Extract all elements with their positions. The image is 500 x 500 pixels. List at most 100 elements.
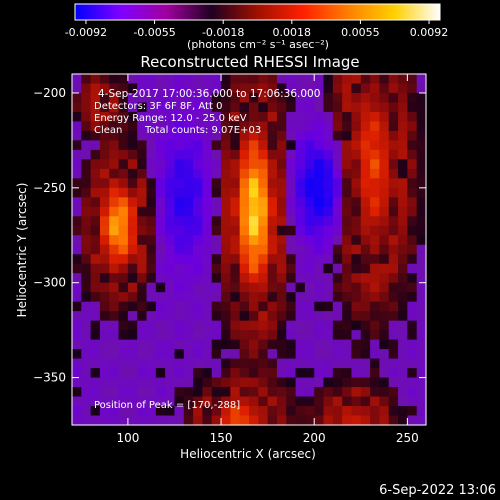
heatmap-cell: [295, 149, 306, 160]
heatmap-cell: [230, 358, 241, 369]
heatmap-cell: [370, 92, 381, 104]
heatmap-cell: [314, 330, 325, 341]
heatmap-cell: [360, 263, 371, 274]
heatmap-cell: [183, 358, 194, 369]
heatmap-cell: [342, 83, 353, 94]
heatmap-cell: [416, 263, 427, 274]
heatmap-cell: [416, 187, 427, 198]
heatmap-cell: [314, 273, 325, 284]
heatmap-cell: [146, 415, 157, 426]
heatmap-cell: [267, 102, 278, 113]
heatmap-cell: [221, 292, 231, 303]
heatmap-cell: [332, 282, 343, 293]
heatmap-cell: [127, 74, 138, 85]
heatmap-cell: [202, 121, 213, 132]
heatmap-cell: [109, 330, 120, 341]
heatmap-cell: [295, 225, 306, 236]
heatmap-cell: [174, 349, 185, 360]
heatmap-cell: [99, 254, 110, 265]
heatmap-cell: [342, 244, 353, 255]
heatmap-cell: [211, 244, 222, 255]
heatmap-cell: [407, 168, 418, 179]
heatmap-cell: [155, 292, 166, 303]
heatmap-cell: [267, 178, 278, 189]
heatmap-cell: [239, 197, 250, 208]
heatmap-cell: [398, 130, 408, 142]
heatmap-cell: [230, 396, 241, 407]
heatmap-cell: [146, 149, 157, 160]
heatmap-cell: [239, 121, 250, 132]
heatmap-cell: [211, 349, 222, 360]
heatmap-cell: [249, 339, 259, 350]
heatmap-cell: [249, 74, 259, 85]
heatmap-cell: [398, 197, 408, 208]
heatmap-cell: [314, 178, 325, 189]
heatmap-cell: [146, 396, 157, 407]
x-tick-label: 250: [396, 431, 419, 445]
heatmap-cell: [249, 311, 259, 322]
heatmap-cell: [267, 244, 278, 255]
heatmap-cell: [295, 349, 306, 360]
heatmap-cell: [286, 311, 297, 322]
heatmap-cell: [99, 216, 110, 227]
heatmap-cell: [193, 83, 204, 94]
heatmap-cell: [202, 311, 213, 322]
heatmap-cell: [90, 235, 101, 246]
heatmap-cell: [314, 368, 325, 379]
heatmap-cell: [155, 235, 166, 246]
heatmap-cell: [360, 187, 371, 198]
heatmap-cell: [304, 92, 315, 104]
x-axis-label: Heliocentric X (arcsec): [180, 447, 316, 461]
heatmap-cell: [72, 282, 82, 293]
heatmap-cell: [407, 225, 418, 236]
heatmap-cell: [118, 273, 129, 284]
heatmap-cell: [304, 406, 315, 417]
heatmap-cell: [118, 102, 129, 113]
heatmap-cell: [332, 187, 343, 198]
heatmap-cell: [155, 320, 166, 331]
heatmap-cell: [155, 130, 166, 142]
heatmap-cell: [323, 74, 334, 85]
heatmap-cell: [118, 206, 129, 217]
heatmap-cell: [351, 339, 362, 350]
heatmap-cell: [221, 159, 231, 170]
heatmap-cell: [304, 216, 315, 227]
heatmap-cell: [398, 92, 408, 104]
heatmap-cell: [379, 282, 390, 293]
heatmap-cell: [137, 349, 148, 360]
heatmap-cell: [165, 74, 176, 85]
heatmap-cell: [407, 130, 418, 142]
heatmap-cell: [332, 74, 343, 85]
heatmap-cell: [165, 92, 176, 104]
heatmap-cell: [342, 349, 353, 360]
heatmap-cell: [249, 387, 259, 398]
heatmap-cell: [388, 368, 399, 379]
heatmap-cell: [370, 206, 381, 217]
chart-title: Reconstructed RHESSI Image: [140, 53, 359, 71]
heatmap-cell: [183, 235, 194, 246]
heatmap-cell: [332, 83, 343, 94]
heatmap-cell: [360, 111, 371, 123]
heatmap-cell: [286, 396, 297, 407]
heatmap-cell: [230, 406, 241, 417]
heatmap-cell: [416, 244, 427, 255]
heatmap-cell: [416, 377, 427, 388]
heatmap-cell: [314, 92, 325, 104]
heatmap-cell: [127, 330, 138, 341]
heatmap-cell: [370, 83, 381, 94]
heatmap-cell: [258, 159, 269, 170]
heatmap-cell: [379, 292, 390, 303]
heatmap-cell: [118, 415, 129, 426]
colorbar-tick-label: 0.0055: [341, 26, 380, 39]
heatmap-cell: [230, 168, 241, 179]
heatmap-cell: [146, 368, 157, 379]
heatmap-cell: [286, 178, 297, 189]
heatmap-cell: [109, 74, 120, 85]
heatmap-cell: [230, 149, 241, 160]
heatmap-cell: [109, 206, 120, 217]
heatmap-cell: [276, 339, 287, 350]
heatmap-cell: [81, 178, 92, 189]
heatmap-cell: [193, 159, 204, 170]
heatmap-cell: [109, 415, 120, 426]
heatmap-cell: [332, 244, 343, 255]
